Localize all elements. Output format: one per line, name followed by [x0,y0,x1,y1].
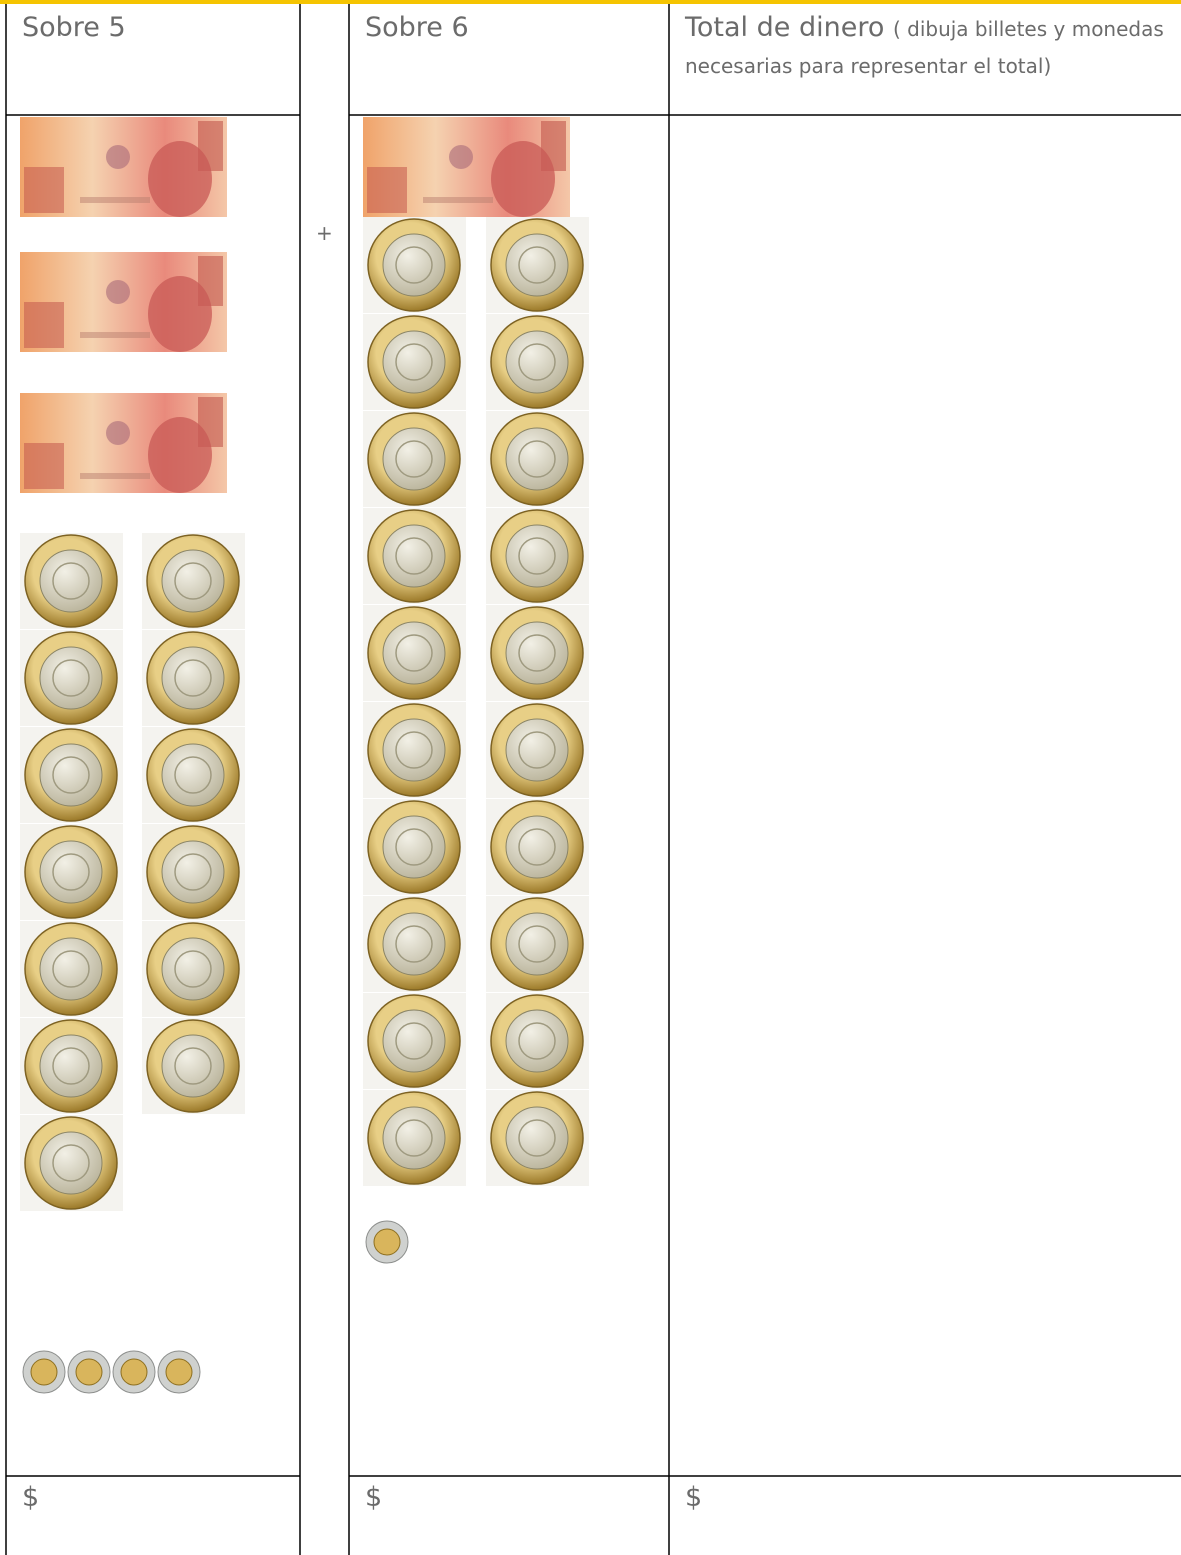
coin-image [20,921,123,1017]
coin-image [486,411,589,507]
coin-image [486,508,589,604]
bill-image [363,117,570,217]
coin-image [486,217,589,313]
bill-image [20,393,227,493]
coin-image [20,727,123,823]
coin-image [142,1018,245,1114]
small-coin-image [23,1351,65,1393]
column-header: Sobre 6 [365,10,469,45]
plus-sign: + [316,216,333,251]
worksheet-table [0,0,1181,1555]
amount-label: $ [365,1480,382,1515]
small-coin-image [366,1221,408,1263]
coin-image [363,702,466,798]
bill-image [20,252,227,352]
top-border [0,0,1181,4]
small-coin-image [158,1351,200,1393]
amount-label: $ [685,1480,702,1515]
coin-image [486,799,589,895]
coin-image [486,605,589,701]
coin-image [363,605,466,701]
coin-image [363,411,466,507]
coin-image [142,727,245,823]
coin-image [363,799,466,895]
coin-image [363,217,466,313]
small-coin-image [113,1351,155,1393]
coin-image [20,824,123,920]
coin-image [363,993,466,1089]
coin-image [142,630,245,726]
coin-image [486,993,589,1089]
total-title: Total de dinero [685,12,884,43]
coin-image [486,314,589,410]
coin-image [142,921,245,1017]
small-coin-image [68,1351,110,1393]
coin-image [363,1090,466,1186]
total-header: Total de dinero ( dibuja billetes y mone… [685,10,1165,84]
coin-image [20,1115,123,1211]
coin-image [363,314,466,410]
coin-image [20,1018,123,1114]
coin-image [486,1090,589,1186]
coin-image [486,896,589,992]
coin-image [20,533,123,629]
coin-image [363,896,466,992]
bill-image [20,117,227,217]
coin-image [363,508,466,604]
coin-image [142,824,245,920]
worksheet-page: Sobre 5 Sobre 6 Total de dinero ( dibuja… [0,0,1181,1555]
amount-label: $ [22,1480,39,1515]
coin-image [486,702,589,798]
coin-image [20,630,123,726]
coin-image [142,533,245,629]
column-header: Sobre 5 [22,10,126,45]
